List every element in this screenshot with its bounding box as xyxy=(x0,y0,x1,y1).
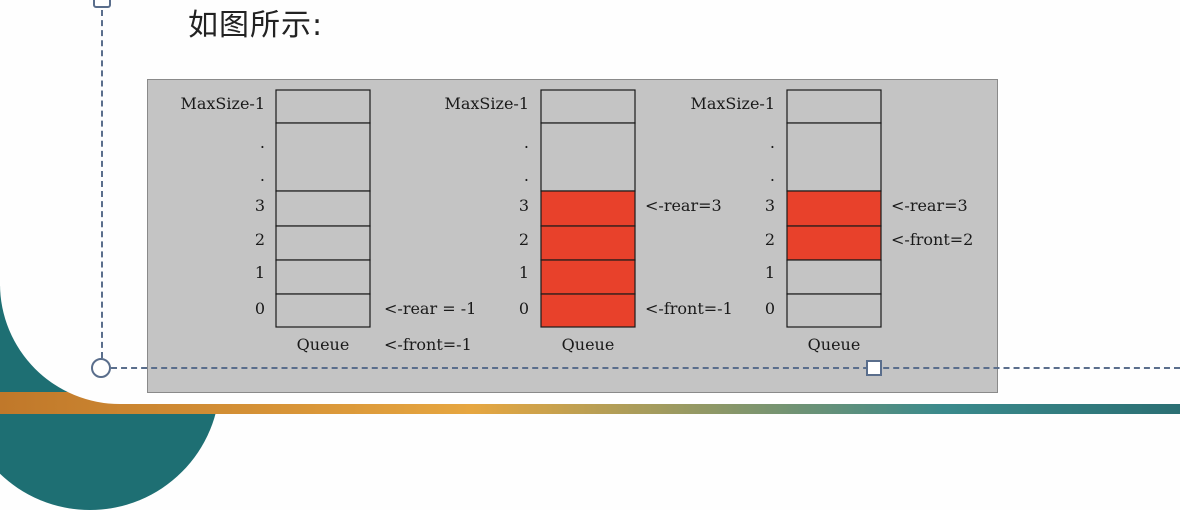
queue-2-row-label: 3 xyxy=(519,196,529,215)
rotate-handle[interactable] xyxy=(91,358,111,378)
queue-1-pointer-label: <-front=-1 xyxy=(384,335,472,354)
queue-1-row-label: . xyxy=(260,133,265,152)
queue-1-row-label: MaxSize-1 xyxy=(180,94,265,113)
queue-2-cell-0 xyxy=(540,89,636,124)
queue-3-cell-1 xyxy=(786,122,882,192)
queue-3-row-label: MaxSize-1 xyxy=(690,94,775,113)
queue-3-row-label: 3 xyxy=(765,196,775,215)
selection-border-left xyxy=(101,0,103,368)
resize-handle-bottom[interactable] xyxy=(866,360,882,376)
queue-3-cell-5 xyxy=(786,293,882,328)
queue-3-row-label: 2 xyxy=(765,230,775,249)
queue-3-row-label: . xyxy=(770,133,775,152)
queue-3-row-label: 1 xyxy=(765,263,775,282)
queue-1-row-label: . xyxy=(260,166,265,185)
queue-2-cell-3 xyxy=(540,225,636,261)
queue-1-cell-1 xyxy=(275,122,371,192)
queue-2-row-label: MaxSize-1 xyxy=(444,94,529,113)
queue-3-pointer-label: <-front=2 xyxy=(891,230,973,249)
queue-3-cell-0 xyxy=(786,89,882,124)
queue-1-cell-2 xyxy=(275,190,371,227)
queue-3-cell-3 xyxy=(786,225,882,261)
queue-2-row-label: 2 xyxy=(519,230,529,249)
queue-2-cell-4 xyxy=(540,259,636,295)
selection-border-bottom xyxy=(101,367,1180,369)
queue-3-row-label: . xyxy=(770,166,775,185)
queue-2-cell-5 xyxy=(540,293,636,328)
queue-2-pointer-label: <-front=-1 xyxy=(645,299,733,318)
slide-heading[interactable]: 如图所示: xyxy=(188,8,324,43)
queue-diagram-image[interactable]: MaxSize-1.. 3 2 1 0 Queue <-rear = -1 <-front=-… xyxy=(147,79,998,393)
queue-2-row-label: . xyxy=(524,133,529,152)
queue-1-cell-3 xyxy=(275,225,371,261)
queue-2-cell-2 xyxy=(540,190,636,227)
queue-2-caption: Queue xyxy=(562,335,615,354)
queue-1-row-label: 0 xyxy=(255,299,265,318)
queue-3-pointer-label: <-rear=3 xyxy=(891,196,968,215)
queue-3-cell-2 xyxy=(786,190,882,227)
queue-diagram: MaxSize-1.. 3 2 1 0 Queue <-rear = -1 <-front=-… xyxy=(180,89,973,354)
queue-1-row-label: 3 xyxy=(255,196,265,215)
queue-1-cell-0 xyxy=(275,89,371,124)
queue-2-pointer-label: <-rear=3 xyxy=(645,196,722,215)
queue-1-caption: Queue xyxy=(297,335,350,354)
queue-1-row-label: 1 xyxy=(255,263,265,282)
queue-2-row-label: . xyxy=(524,166,529,185)
queue-3-row-label: 0 xyxy=(765,299,775,318)
resize-handle-top[interactable] xyxy=(93,0,111,8)
queue-1-cell-4 xyxy=(275,259,371,295)
queue-3-caption: Queue xyxy=(808,335,861,354)
queue-3-cell-4 xyxy=(786,259,882,295)
queue-2-cell-1 xyxy=(540,122,636,192)
queue-1-pointer-label: <-rear = -1 xyxy=(384,299,476,318)
queue-2-row-label: 0 xyxy=(519,299,529,318)
queue-1-cell-5 xyxy=(275,293,371,328)
queue-1-row-label: 2 xyxy=(255,230,265,249)
queue-2-row-label: 1 xyxy=(519,263,529,282)
